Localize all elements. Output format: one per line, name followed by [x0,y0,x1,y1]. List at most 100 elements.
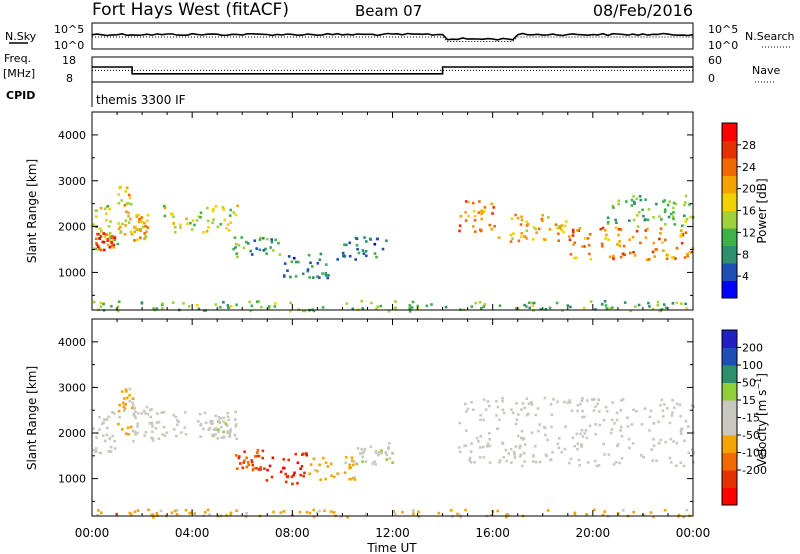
scatter-cell [672,440,675,443]
scatter-cell [532,226,536,229]
scatter-cell [123,409,126,413]
scatter-cell [391,452,395,455]
scatter-cell [235,437,238,441]
scatter-cell [387,446,390,449]
scatter-cell [218,305,222,309]
scatter-cell [583,237,587,240]
scatter-cell [121,222,124,226]
scatter-cell [411,300,415,304]
scatter-cell [633,254,637,257]
scatter-cell [134,225,137,228]
scatter-cell [650,448,653,451]
scatter-cell [293,471,296,475]
scatter-cell [309,261,312,265]
scatter-cell [133,414,136,417]
scatter-cell [133,510,137,514]
scatter-cell [109,450,113,453]
colorbar-tick-label: -200 [742,464,767,477]
scatter-cell [486,442,490,445]
scatter-cell [220,425,223,429]
scatter-cell [468,459,471,462]
scatter-cell [211,419,214,423]
scatter-cell [152,516,155,519]
scatter-cell [107,415,110,419]
scatter-cell [594,405,597,408]
scatter-cell [260,305,263,309]
scatter-cell [549,403,553,406]
scatter-cell [417,510,420,513]
scatter-cell [202,427,205,431]
scatter-cell [647,207,651,211]
scatter-cell [143,232,146,235]
scatter-cell [581,415,584,419]
scatter-cell [464,219,468,222]
scatter-cell [312,457,316,461]
scatter-cell [512,232,515,235]
scatter-cell [596,402,600,406]
scatter-cell [647,258,651,261]
scatter-cell [520,429,524,433]
scatter-cell [581,397,584,400]
scatter-cell [361,460,364,463]
scatter-cell [196,303,199,307]
scatter-cell [353,476,356,479]
noise-right-tick-top: 10^5 [708,23,738,36]
velocity-axes: 4000 3000 2000 1000 00:00 04:00 08:00 12:00 16:0… [58,318,710,540]
scatter-cell [505,515,508,519]
scatter-cell [179,226,182,229]
scatter-cell [612,256,615,260]
scatter-cell [548,306,552,310]
colorbar-segment [722,193,737,211]
scatter-cell [557,437,561,440]
scatter-cell [649,511,653,514]
scatter-cell [99,301,103,305]
scatter-cell [219,223,223,226]
scatter-cell [361,451,364,455]
scatter-cell [227,306,230,310]
scatter-cell [498,418,501,421]
scatter-cell [464,508,467,512]
scatter-cell [94,450,97,454]
scatter-cell [640,454,643,457]
scatter-cell [173,509,177,513]
scatter-cell [675,246,679,250]
scatter-cell [511,411,515,415]
scatter-cell [626,416,629,419]
scatter-cell [146,213,150,217]
scatter-cell [638,195,642,198]
scatter-cell [632,251,635,254]
scatter-cell [652,437,655,441]
scatter-cell [289,309,292,313]
scatter-cell [95,436,98,439]
scatter-cell [256,448,260,452]
scatter-cell [464,402,467,406]
scatter-cell [144,235,148,239]
scatter-cell [162,410,166,414]
scatter-cell [686,254,690,258]
scatter-cell [663,303,666,306]
noise-left-tick-bottom: 10^0 [54,39,84,52]
scatter-cell [557,225,561,228]
scatter-cell [652,444,656,447]
scatter-cell [204,421,208,424]
noise-sky-line [91,32,694,41]
scatter-cell [576,229,579,232]
scatter-cell [102,302,105,306]
scatter-cell [564,425,567,428]
scatter-cell [571,228,575,232]
scatter-cell [444,305,448,309]
scatter-cell [491,212,494,215]
colorbar-segment [722,452,737,471]
scatter-cell [668,456,672,460]
scatter-cell [488,432,491,435]
scatter-cell [107,233,110,237]
scatter-cell [687,451,691,455]
scatter-cell [189,221,192,225]
scatter-cell [488,461,492,464]
scatter-cell [161,306,164,310]
scatter-cell [586,237,590,240]
y-tick-label: 1000 [58,266,86,279]
scatter-cell [132,413,135,416]
scatter-cell [151,437,154,440]
scatter-cell [369,445,372,449]
